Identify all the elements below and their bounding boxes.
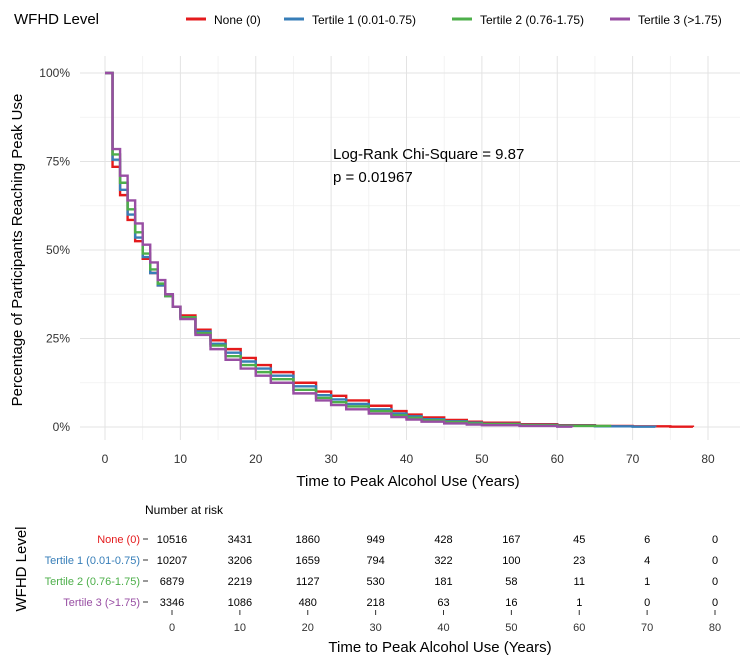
- x-tick-label: 30: [324, 452, 338, 466]
- risk-cell: 0: [712, 555, 718, 567]
- risk-cell: 1086: [228, 597, 252, 609]
- risk-cell: 322: [434, 555, 452, 567]
- risk-cell: 2219: [228, 576, 252, 588]
- risk-cell: 1: [576, 597, 582, 609]
- risk-table-title: Number at risk: [145, 503, 224, 517]
- risk-cell: 167: [502, 534, 520, 546]
- risk-x-tick-label: 60: [573, 622, 585, 634]
- risk-cell: 3431: [228, 534, 252, 546]
- risk-cell: 0: [644, 597, 650, 609]
- legend: WFHD Level None (0) Tertile 1 (0.01-0.75…: [14, 11, 722, 28]
- risk-cell: 6: [644, 534, 650, 546]
- risk-x-tick-label: 80: [709, 622, 721, 634]
- legend-label-tertile3: Tertile 3 (>1.75): [638, 13, 722, 27]
- risk-cell: 428: [434, 534, 452, 546]
- x-axis-title: Time to Peak Alcohol Use (Years): [296, 473, 519, 490]
- legend-label-none: None (0): [214, 13, 261, 27]
- risk-cell: 16: [505, 597, 517, 609]
- plot-panel: 0 10 20 30 40 50 60 70 80 0% 25% 50% 75% 100% Time t…: [9, 56, 740, 490]
- series-lines: [105, 71, 695, 428]
- legend-label-tertile2: Tertile 2 (0.76-1.75): [480, 13, 584, 27]
- risk-cell: 218: [366, 597, 384, 609]
- y-tick-label: 50%: [46, 243, 70, 257]
- risk-cell: 181: [434, 576, 452, 588]
- risk-cell: 480: [299, 597, 317, 609]
- risk-cell: 23: [573, 555, 585, 567]
- y-tick-label: 75%: [46, 155, 70, 169]
- y-axis-title: Percentage of Participants Reaching Peak…: [9, 94, 26, 407]
- risk-cell: 0: [712, 576, 718, 588]
- risk-cell: 10207: [157, 555, 188, 567]
- p-value-annotation: p = 0.01967: [333, 169, 413, 186]
- risk-table: Number at risk WFHD Level None (0) 10516 3…: [13, 503, 721, 656]
- risk-row-label: Tertile 3 (>1.75): [63, 597, 140, 609]
- risk-cell: 1: [644, 576, 650, 588]
- risk-row-label: None (0): [97, 534, 140, 546]
- risk-cell: 10516: [157, 534, 188, 546]
- risk-cell: 3346: [160, 597, 184, 609]
- x-tick-label: 40: [400, 452, 414, 466]
- risk-cell: 530: [366, 576, 384, 588]
- risk-x-tick-label: 20: [302, 622, 314, 634]
- grid: [80, 56, 740, 440]
- x-axis-ticks: 0 10 20 30 40 50 60 70 80: [102, 452, 715, 466]
- x-tick-label: 70: [626, 452, 640, 466]
- risk-row-label: Tertile 1 (0.01-0.75): [45, 555, 140, 567]
- risk-cell: 1127: [296, 576, 320, 588]
- risk-cell: 100: [502, 555, 520, 567]
- legend-label-tertile1: Tertile 1 (0.01-0.75): [312, 13, 416, 27]
- x-tick-label: 10: [174, 452, 188, 466]
- risk-cell: 63: [437, 597, 449, 609]
- risk-cell: 45: [573, 534, 585, 546]
- risk-cell: 4: [644, 555, 650, 567]
- risk-cell: 0: [712, 597, 718, 609]
- series-line-tertile-3-1-75: [105, 71, 574, 428]
- risk-x-tick-label: 40: [437, 622, 449, 634]
- y-axis-ticks: 0% 25% 50% 75% 100%: [39, 66, 70, 434]
- x-tick-label: 0: [102, 452, 109, 466]
- risk-row-label: Tertile 2 (0.76-1.75): [45, 576, 140, 588]
- risk-x-tick-label: 10: [234, 622, 246, 634]
- risk-x-tick-label: 70: [641, 622, 653, 634]
- y-tick-label: 25%: [46, 332, 70, 346]
- legend-title: WFHD Level: [14, 11, 99, 28]
- x-tick-label: 20: [249, 452, 263, 466]
- x-tick-label: 80: [701, 452, 715, 466]
- risk-cell: 949: [366, 534, 384, 546]
- x-tick-label: 50: [475, 452, 489, 466]
- risk-cell: 58: [505, 576, 517, 588]
- risk-x-tick-label: 0: [169, 622, 175, 634]
- y-tick-label: 100%: [39, 66, 70, 80]
- risk-cell: 3206: [228, 555, 252, 567]
- risk-cell: 1860: [296, 534, 320, 546]
- risk-cell: 1659: [296, 555, 320, 567]
- risk-x-tick-label: 30: [370, 622, 382, 634]
- risk-x-tick-label: 50: [505, 622, 517, 634]
- risk-table-cells: None (0) 10516 3431 1860 949 428 167 45 6 0Tertil…: [45, 534, 722, 634]
- risk-cell: 0: [712, 534, 718, 546]
- risk-cell: 794: [366, 555, 384, 567]
- risk-cell: 6879: [160, 576, 184, 588]
- logrank-annotation: Log-Rank Chi-Square = 9.87: [333, 146, 524, 163]
- y-tick-label: 0%: [53, 420, 71, 434]
- x-tick-label: 60: [551, 452, 565, 466]
- risk-table-ylabel: WFHD Level: [13, 526, 30, 611]
- risk-table-xlabel: Time to Peak Alcohol Use (Years): [328, 639, 551, 656]
- risk-cell: 11: [574, 576, 585, 588]
